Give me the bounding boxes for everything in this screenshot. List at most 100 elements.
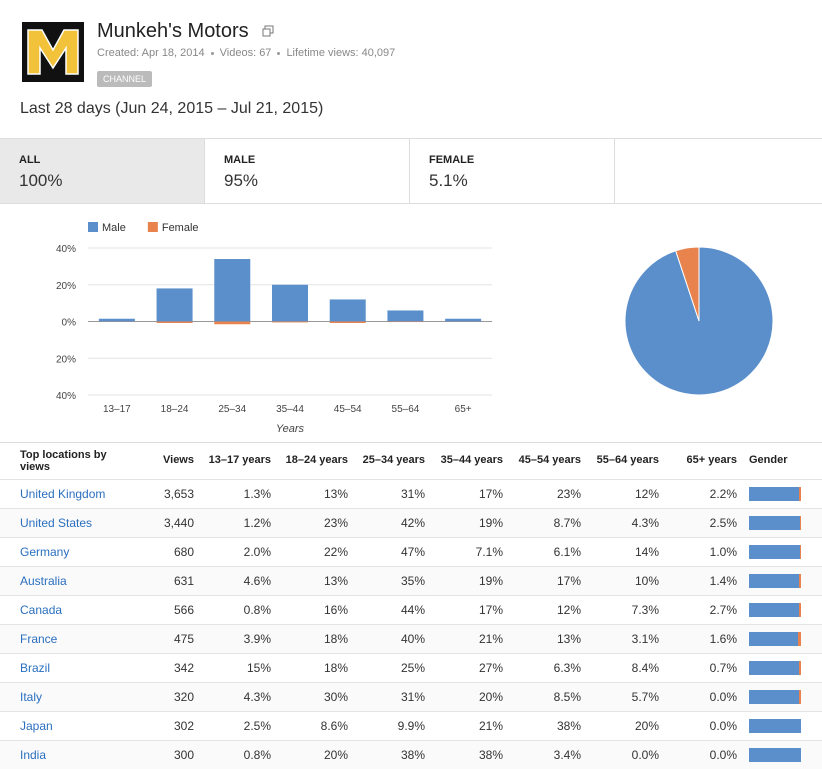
bar: [272, 322, 308, 323]
table-cell: 40%: [401, 632, 425, 646]
legend-swatch: [148, 222, 158, 232]
country-link[interactable]: United Kingdom: [20, 487, 105, 501]
gender-bar-male: [749, 632, 798, 646]
table-cell: 2.5%: [244, 719, 271, 733]
country-link[interactable]: Canada: [20, 603, 62, 617]
bar: [99, 319, 135, 322]
column-header[interactable]: 65+ years: [687, 454, 737, 466]
x-tick-label: 18–24: [161, 404, 189, 415]
table-cell: 320: [174, 690, 194, 704]
table-cell: 300: [174, 748, 194, 762]
table-cell: 3,653: [164, 487, 194, 501]
bar: [157, 322, 193, 323]
gender-bar-male: [749, 748, 801, 762]
table-cell: 14%: [635, 545, 659, 559]
country-link[interactable]: India: [20, 748, 46, 762]
table-cell: 2.0%: [244, 545, 271, 559]
gender-bar-female: [800, 516, 801, 530]
gender-bar-male: [749, 545, 800, 559]
bar: [445, 319, 481, 322]
table-cell: 302: [174, 719, 194, 733]
gender-bar-female: [799, 603, 801, 617]
gender-bar-female: [800, 545, 801, 559]
bar: [387, 310, 423, 321]
table-cell: 21%: [479, 719, 503, 733]
table-cell: 31%: [401, 690, 425, 704]
table-cell: 566: [174, 603, 194, 617]
table-cell: 30%: [324, 690, 348, 704]
legend-label: Male: [102, 222, 126, 234]
table-cell: 17%: [479, 603, 503, 617]
gender-bar-male: [749, 487, 799, 501]
column-header[interactable]: 45–54 years: [519, 454, 581, 466]
column-header[interactable]: 55–64 years: [597, 454, 659, 466]
table-cell: 13%: [324, 574, 348, 588]
gender-bar-female: [799, 487, 801, 501]
bar: [157, 288, 193, 321]
table-cell: 13%: [324, 487, 348, 501]
table-cell: 1.3%: [244, 487, 271, 501]
column-header[interactable]: 13–17 years: [209, 454, 271, 466]
country-link[interactable]: Brazil: [20, 661, 50, 675]
country-link[interactable]: Australia: [20, 574, 67, 588]
table-cell: 2.2%: [710, 487, 737, 501]
table-cell: 42%: [401, 516, 425, 530]
table-cell: 19%: [479, 574, 503, 588]
table-cell: 3.1%: [632, 632, 659, 646]
column-header[interactable]: 18–24 years: [286, 454, 348, 466]
table-cell: 0.0%: [710, 748, 737, 762]
table-cell: 1.6%: [710, 632, 737, 646]
bar: [330, 322, 366, 323]
table-cell: 25%: [401, 661, 425, 675]
table-cell: 8.6%: [321, 719, 348, 733]
table-cell: 23%: [324, 516, 348, 530]
country-link[interactable]: France: [20, 632, 57, 646]
gender-bar-male: [749, 516, 800, 530]
column-header[interactable]: 35–44 years: [441, 454, 503, 466]
table-cell: 44%: [401, 603, 425, 617]
table-cell: 27%: [479, 661, 503, 675]
y-tick-label: 40%: [56, 244, 76, 255]
legend-swatch: [88, 222, 98, 232]
x-tick-label: 45–54: [334, 404, 362, 415]
column-header[interactable]: 25–34 years: [363, 454, 425, 466]
table-cell: 0.0%: [710, 690, 737, 704]
gender-bar-female: [798, 632, 801, 646]
table-cell: 38%: [401, 748, 425, 762]
y-tick-label: 40%: [56, 391, 76, 402]
y-tick-label: 0%: [62, 318, 77, 329]
x-tick-label: 25–34: [218, 404, 246, 415]
table-cell: 18%: [324, 661, 348, 675]
table-cell: 6.1%: [554, 545, 581, 559]
table-cell: 2.5%: [710, 516, 737, 530]
table-cell: 38%: [479, 748, 503, 762]
bar: [272, 285, 308, 322]
table-cell: 475: [174, 632, 194, 646]
table-cell: 4.6%: [244, 574, 271, 588]
table-cell: 18%: [324, 632, 348, 646]
pie-label: 94.9%: [700, 415, 728, 426]
country-link[interactable]: Italy: [20, 690, 42, 704]
table-cell: 7.3%: [632, 603, 659, 617]
bar: [330, 299, 366, 321]
country-link[interactable]: Germany: [20, 545, 69, 559]
table-cell: 15%: [247, 661, 271, 675]
country-link[interactable]: United States: [20, 516, 92, 530]
table-cell: 5.7%: [632, 690, 659, 704]
table-cell: 0.0%: [710, 719, 737, 733]
table-cell: 13%: [557, 632, 581, 646]
table-cell: 2.7%: [710, 603, 737, 617]
table-cell: 31%: [401, 487, 425, 501]
table-cell: 20%: [324, 748, 348, 762]
table-cell: 47%: [401, 545, 425, 559]
column-header[interactable]: Views: [163, 454, 194, 466]
country-link[interactable]: Japan: [20, 719, 53, 733]
x-tick-label: 55–64: [392, 404, 420, 415]
table-cell: 1.2%: [244, 516, 271, 530]
